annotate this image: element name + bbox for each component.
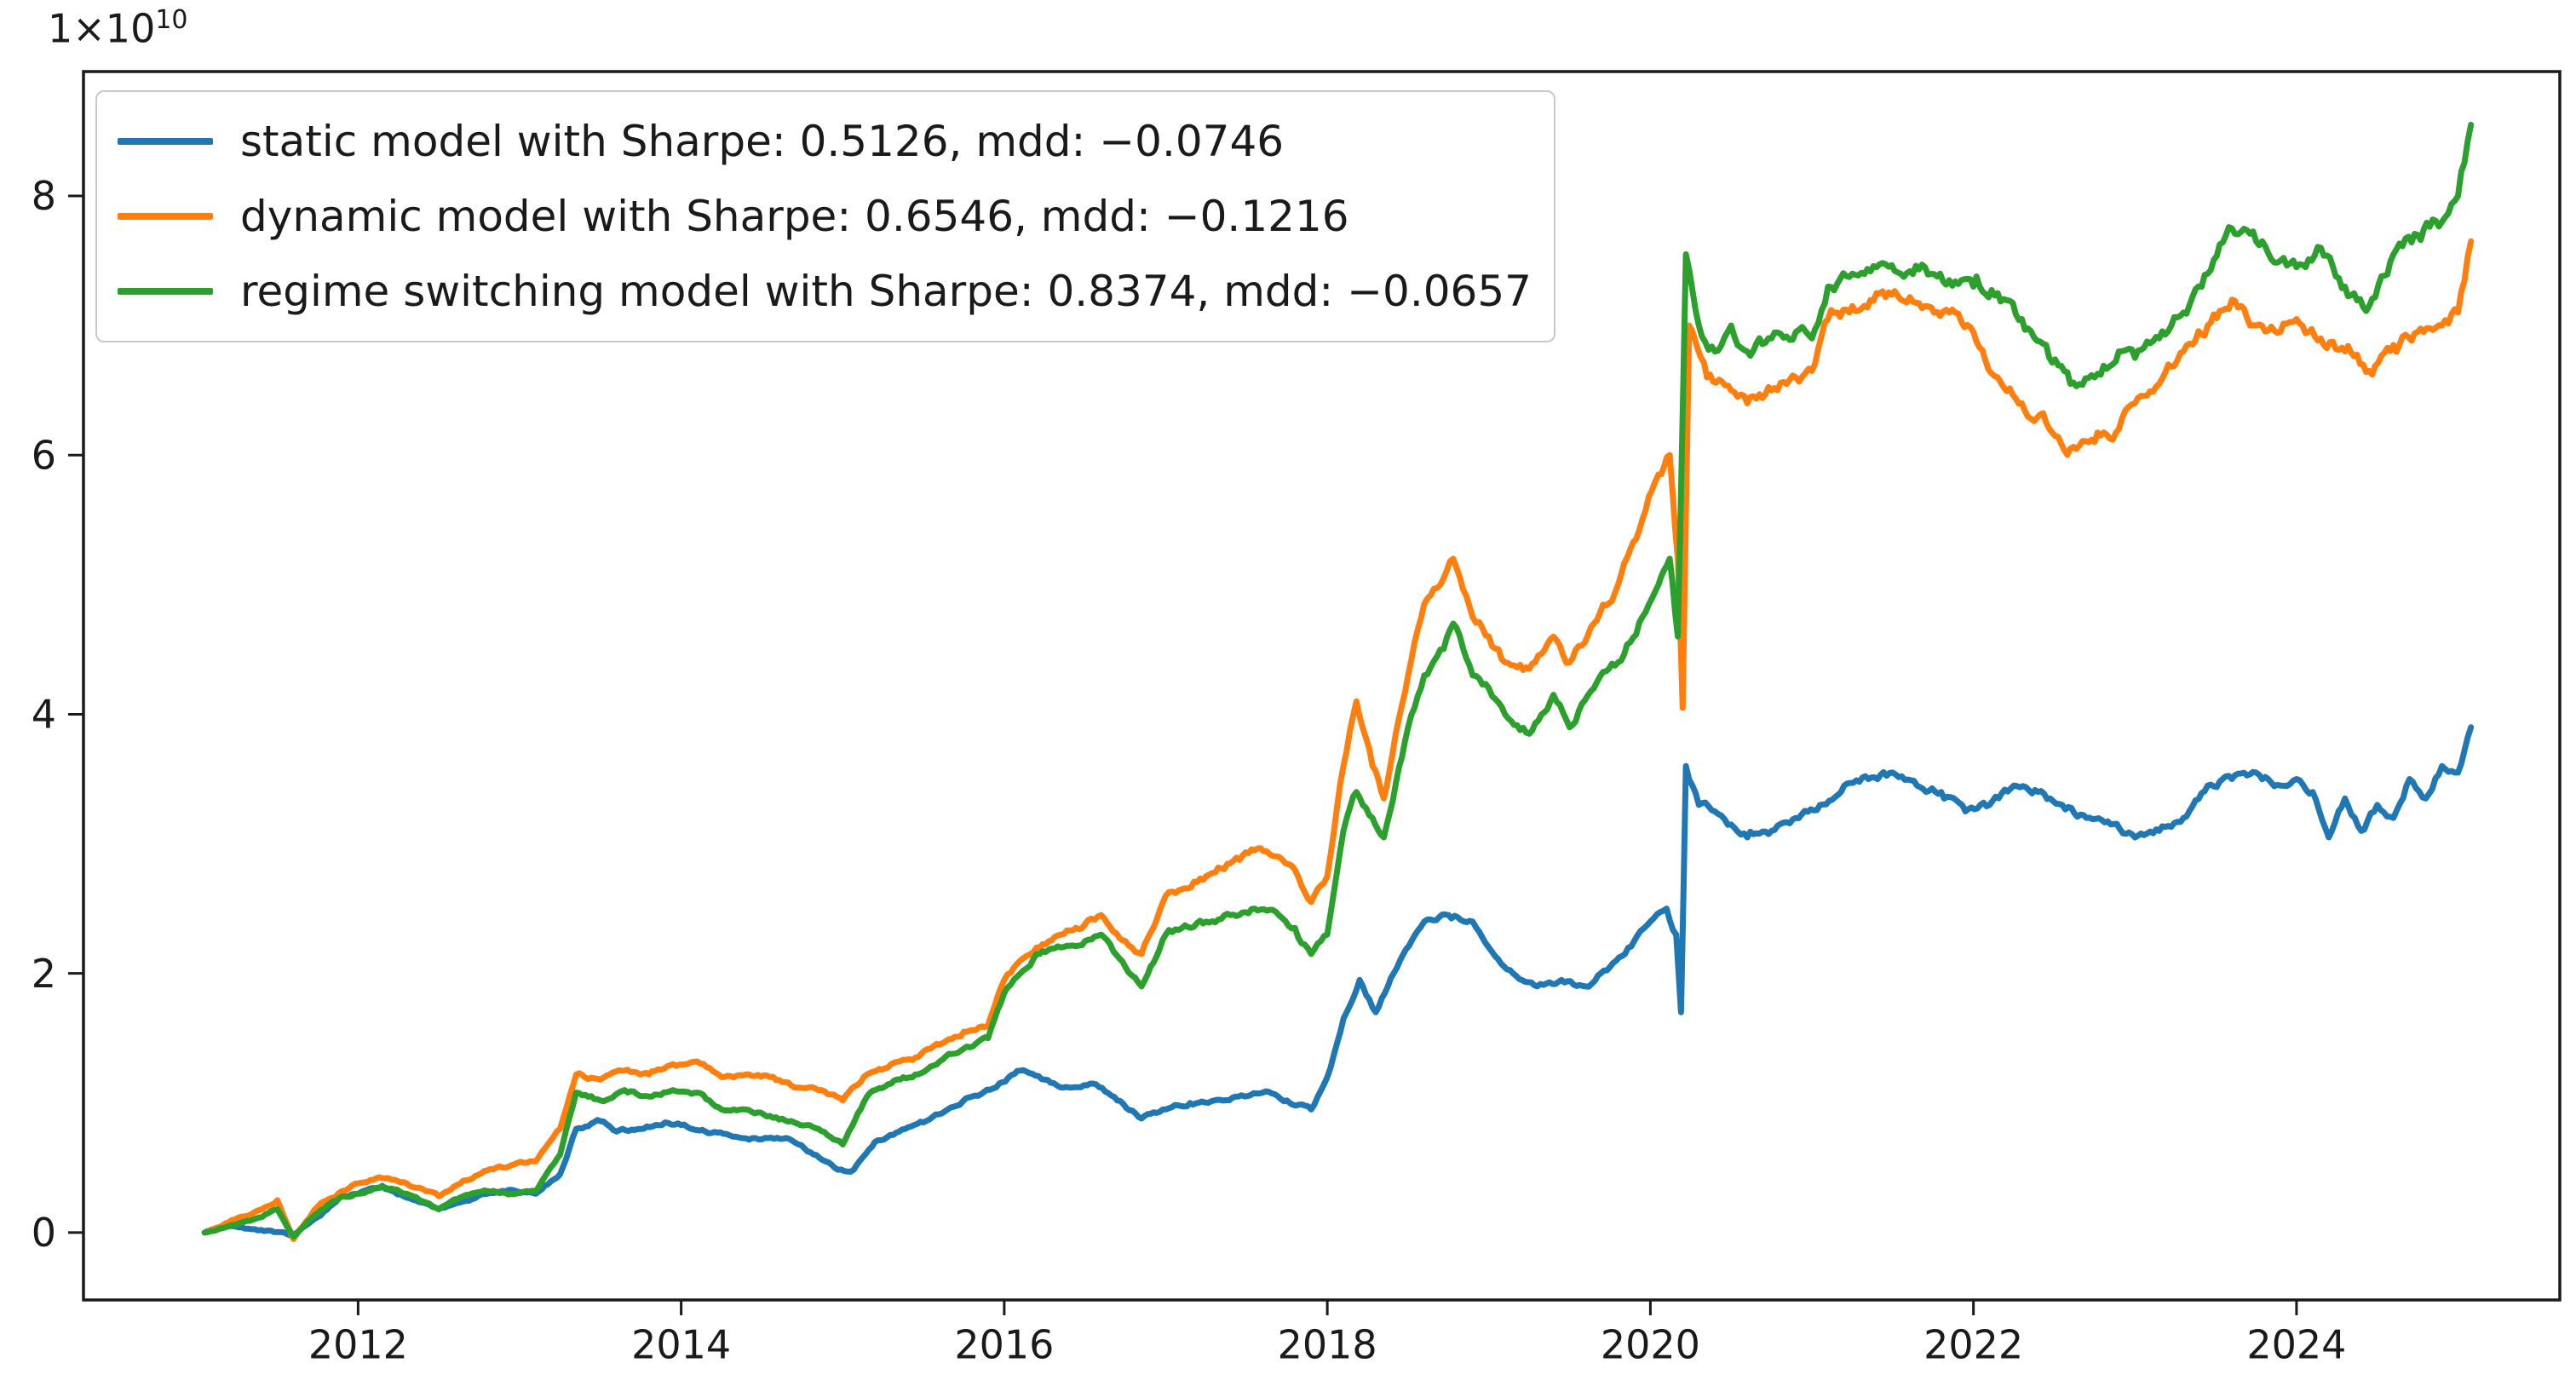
legend-label-dynamic: dynamic model with Sharpe: 0.6546, mdd: …: [240, 192, 1349, 241]
legend-item-static: static model with Sharpe: 0.5126, mdd: −…: [118, 104, 1532, 179]
x-tick-label: 2016: [954, 1321, 1054, 1367]
y-tick-label: 0: [32, 1210, 56, 1256]
series-line-regime-switching-model: [201, 121, 2475, 1239]
x-tick-label: 2012: [308, 1321, 408, 1367]
offset-exponent: 10: [155, 5, 188, 35]
y-tick-label: 8: [32, 173, 56, 219]
legend-line-swatch-regime: [118, 288, 213, 295]
y-tick-label: 6: [32, 432, 56, 478]
legend: static model with Sharpe: 0.5126, mdd: −…: [95, 90, 1555, 342]
x-tick-label: 2024: [2246, 1321, 2346, 1367]
legend-item-dynamic: dynamic model with Sharpe: 0.6546, mdd: …: [118, 179, 1532, 254]
y-tick-label: 2: [32, 951, 56, 997]
series-line-static-model: [201, 724, 2475, 1239]
x-tick-label: 2014: [631, 1321, 731, 1367]
x-tick-label: 2020: [1601, 1321, 1700, 1367]
x-tick-label: 2022: [1923, 1321, 2023, 1367]
legend-label-regime: regime switching model with Sharpe: 0.83…: [240, 267, 1532, 316]
legend-label-static: static model with Sharpe: 0.5126, mdd: −…: [240, 117, 1285, 166]
x-tick-label: 2018: [1278, 1321, 1377, 1367]
y-axis-offset-label: 1×1010: [48, 5, 188, 51]
legend-line-swatch-dynamic: [118, 213, 213, 220]
offset-base: 1×10: [48, 5, 156, 52]
axes-spines: [82, 70, 2562, 1302]
series-line-dynamic-model: [201, 238, 2475, 1242]
legend-line-swatch-static: [118, 138, 213, 145]
y-tick-label: 4: [32, 692, 56, 738]
legend-item-regime: regime switching model with Sharpe: 0.83…: [118, 254, 1532, 329]
